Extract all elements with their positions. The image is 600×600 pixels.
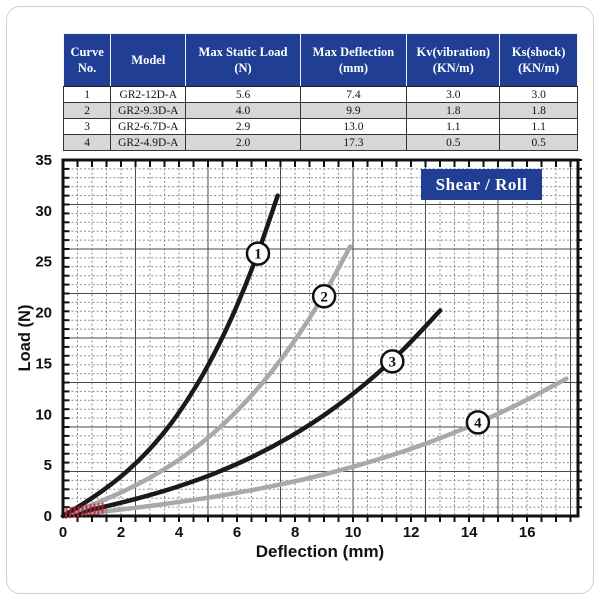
table-cell: 3.0 bbox=[406, 86, 501, 103]
curve-label-circle-1 bbox=[245, 241, 271, 266]
curve-label-number: 3 bbox=[389, 354, 397, 370]
x-tick-label: 12 bbox=[403, 524, 420, 541]
x-tick-label: 10 bbox=[345, 524, 362, 541]
curve-label-number: 2 bbox=[320, 289, 328, 305]
table-cell: 2.9 bbox=[185, 118, 301, 135]
curve-label-number: 4 bbox=[474, 415, 482, 431]
column-header-line1: Kv(vibration) bbox=[416, 44, 491, 59]
column-header: Ks(shock) (KN/m) bbox=[499, 33, 578, 87]
curve-2 bbox=[60, 244, 353, 519]
column-header-line1: Max Static Load bbox=[198, 44, 288, 59]
table-cell: 2.0 bbox=[185, 134, 301, 151]
shear-roll-badge: Shear / Roll bbox=[421, 169, 542, 200]
y-tick-label: 20 bbox=[35, 305, 52, 322]
curve-number-labels: 1 2 3 4 bbox=[245, 241, 491, 435]
spec-table-header: Curve No. Model Max Static Load (N) Max Defle… bbox=[62, 33, 578, 87]
x-tick-label: 8 bbox=[291, 524, 299, 541]
table-cell: 7.4 bbox=[299, 86, 408, 103]
grid-lines bbox=[62, 159, 578, 517]
table-cell: 0.5 bbox=[499, 134, 578, 151]
y-tick-label: 0 bbox=[44, 508, 52, 525]
x-tick-label: 14 bbox=[461, 524, 478, 541]
column-header: Curve No. bbox=[62, 33, 112, 87]
x-tick-label: 0 bbox=[59, 524, 67, 541]
curve-label-number: 1 bbox=[254, 247, 262, 263]
table-cell: 0.5 bbox=[406, 134, 501, 151]
table-cell: 1 bbox=[62, 86, 112, 103]
table-cell: GR2-4.9D-A bbox=[110, 134, 187, 151]
table-cell: 1.1 bbox=[499, 118, 578, 135]
table-cell: 4.0 bbox=[185, 102, 301, 119]
axis-ticks bbox=[64, 159, 582, 522]
y-axis-title: Load (N) bbox=[16, 305, 34, 372]
table-cell: GR2-9.3D-A bbox=[110, 102, 187, 119]
table-row: 4 GR2-4.9D-A 2.0 17.3 0.5 0.5 bbox=[62, 134, 578, 151]
table-cell: 5.6 bbox=[185, 86, 301, 103]
x-tick-label: 4 bbox=[175, 524, 184, 541]
column-header-line1: Model bbox=[131, 52, 166, 67]
curve-1 bbox=[60, 193, 280, 519]
column-header-line1: Curve bbox=[70, 44, 104, 59]
column-header-line2: (mm) bbox=[338, 61, 369, 75]
y-tick-label: 35 bbox=[35, 152, 52, 169]
x-tick-label: 6 bbox=[233, 524, 241, 541]
table-cell: 4 bbox=[62, 134, 112, 151]
table-cell: GR2-6.7D-A bbox=[110, 118, 187, 135]
y-tick-label: 25 bbox=[35, 254, 52, 271]
x-tick-label: 2 bbox=[117, 524, 125, 541]
table-row: 1 GR2-12D-A 5.6 7.4 3.0 3.0 bbox=[62, 86, 578, 103]
curves bbox=[60, 193, 569, 519]
table-row: 2 GR2-9.3D-A 4.0 9.9 1.8 1.8 bbox=[62, 102, 578, 119]
curve-label-circle-4 bbox=[465, 410, 491, 435]
column-header-line2: No. bbox=[77, 61, 97, 75]
table-cell: 9.9 bbox=[299, 102, 408, 119]
y-tick-label: 30 bbox=[35, 203, 52, 220]
curve-3 bbox=[60, 308, 443, 519]
y-tick-label: 10 bbox=[35, 406, 52, 423]
y-tick-label: 15 bbox=[35, 355, 52, 372]
column-header-line2: (N) bbox=[234, 61, 252, 75]
table-cell: 17.3 bbox=[299, 134, 408, 151]
table-cell: 1.8 bbox=[406, 102, 501, 119]
spec-table-body: 1 GR2-12D-A 5.6 7.4 3.0 3.0 2 GR2-9.3D-A 4.0 9.9 1… bbox=[62, 86, 578, 151]
curve-label-circle-2 bbox=[311, 284, 337, 309]
column-header: Max Deflection (mm) bbox=[299, 33, 408, 87]
column-header-line1: Max Deflection bbox=[312, 44, 395, 59]
table-header-row: Curve No. Model Max Static Load (N) Max Defle… bbox=[62, 33, 578, 87]
column-header-line2: (KN/m) bbox=[432, 61, 474, 75]
column-header-line2: (KN/m) bbox=[518, 61, 560, 75]
column-header-line1: Ks(shock) bbox=[511, 44, 566, 59]
curve-label-circle-3 bbox=[380, 349, 405, 374]
column-header: Model bbox=[110, 33, 187, 87]
y-tick-label: 5 bbox=[44, 457, 52, 474]
curve-4 bbox=[60, 376, 569, 519]
table-cell: 1.1 bbox=[406, 118, 501, 135]
column-header: Max Static Load (N) bbox=[185, 33, 301, 87]
column-header: Kv(vibration) (KN/m) bbox=[406, 33, 501, 87]
x-axis-title: Deflection (mm) bbox=[256, 542, 384, 561]
x-tick-label: 16 bbox=[519, 524, 536, 541]
spec-table: Curve No. Model Max Static Load (N) Max Defle… bbox=[62, 33, 578, 151]
